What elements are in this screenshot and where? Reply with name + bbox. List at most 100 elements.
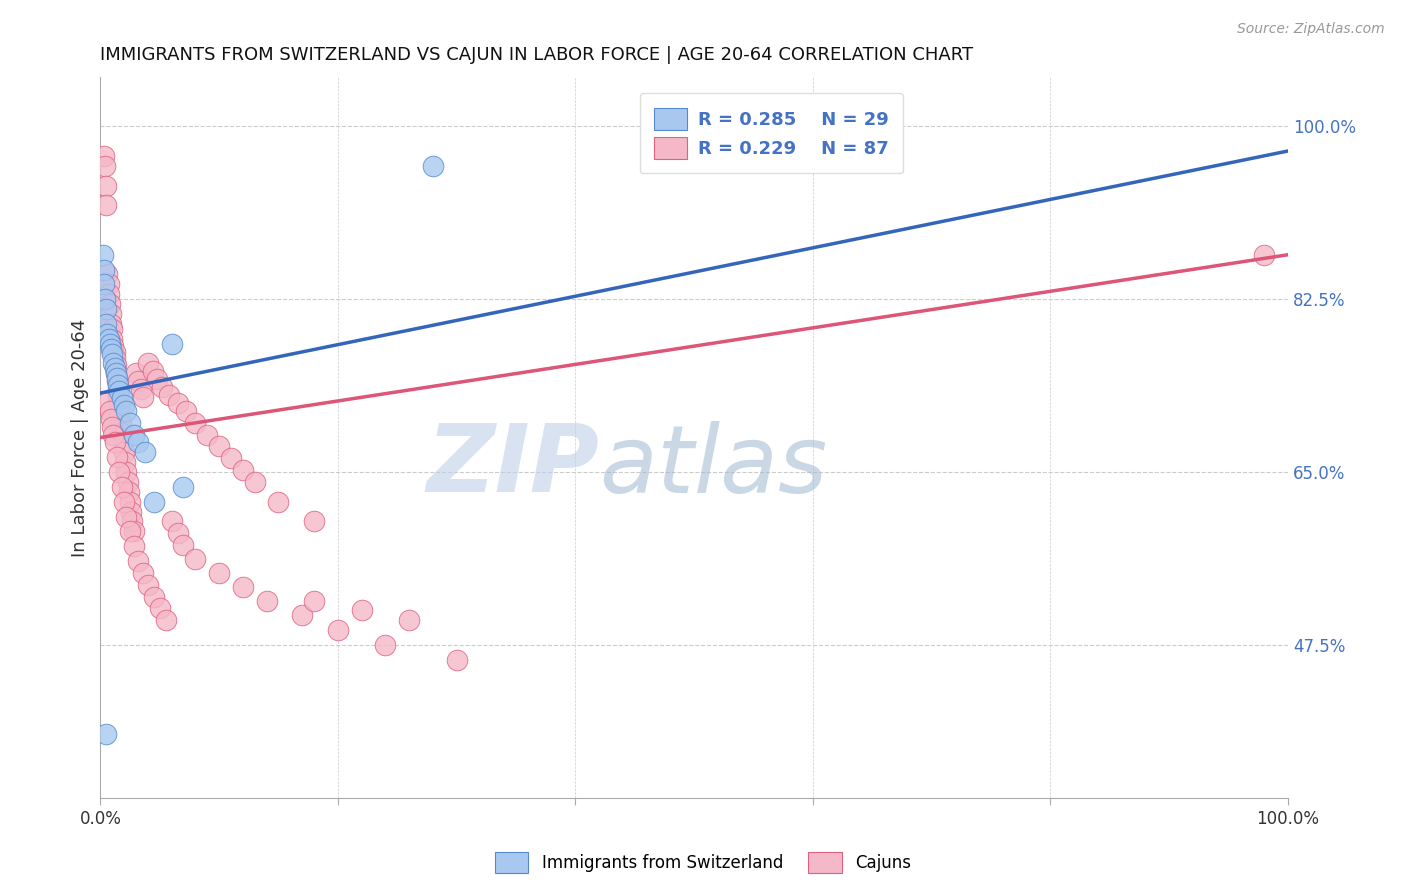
Point: [146, 372, 169, 386]
Point: [97, 287, 120, 301]
Point: [118, 524, 141, 539]
Point: [97, 332, 120, 346]
Point: [125, 366, 148, 380]
Point: [136, 356, 159, 370]
Point: [122, 427, 145, 442]
Text: IMMIGRANTS FROM SWITZERLAND VS CAJUN IN LABOR FORCE | AGE 20-64 CORRELATION CHAR: IMMIGRANTS FROM SWITZERLAND VS CAJUN IN …: [100, 46, 973, 64]
Point: [232, 463, 254, 477]
Point: [94, 292, 117, 306]
Point: [195, 427, 218, 442]
Point: [93, 262, 115, 277]
Y-axis label: In Labor Force | Age 20-64: In Labor Force | Age 20-64: [72, 318, 89, 557]
Legend: R = 0.285    N = 29, R = 0.229    N = 87: R = 0.285 N = 29, R = 0.229 N = 87: [640, 93, 903, 173]
Point: [94, 159, 117, 173]
Point: [142, 590, 165, 604]
Point: [136, 578, 159, 592]
Point: [105, 374, 128, 388]
Point: [398, 613, 420, 627]
Point: [142, 364, 165, 378]
Text: atlas: atlas: [599, 421, 827, 512]
Point: [374, 638, 396, 652]
Point: [96, 317, 118, 331]
Point: [243, 475, 266, 489]
Point: [142, 494, 165, 508]
Point: [208, 439, 231, 453]
Point: [107, 378, 129, 392]
Point: [96, 268, 118, 282]
Point: [96, 178, 118, 193]
Point: [111, 435, 134, 450]
Point: [326, 623, 349, 637]
Point: [100, 307, 122, 321]
Point: [108, 406, 131, 420]
Point: [184, 552, 207, 566]
Point: [96, 396, 118, 410]
Point: [173, 480, 195, 494]
Point: [160, 515, 183, 529]
Point: [155, 613, 177, 627]
Point: [166, 526, 188, 541]
Point: [100, 342, 122, 356]
Point: [120, 505, 142, 519]
Point: [114, 455, 136, 469]
Point: [160, 336, 183, 351]
Point: [104, 359, 127, 373]
Point: [208, 566, 231, 580]
Point: [256, 593, 278, 607]
Point: [118, 416, 141, 430]
Point: [184, 416, 207, 430]
Point: [1253, 248, 1275, 262]
Point: [108, 398, 131, 412]
Point: [100, 411, 122, 425]
Point: [103, 427, 125, 442]
Point: [115, 465, 138, 479]
Point: [101, 332, 124, 346]
Point: [93, 277, 115, 292]
Point: [111, 480, 134, 494]
Point: [104, 435, 127, 450]
Point: [98, 336, 121, 351]
Point: [134, 445, 156, 459]
Point: [115, 509, 138, 524]
Point: [104, 361, 127, 376]
Point: [173, 538, 195, 552]
Point: [107, 390, 129, 404]
Point: [118, 494, 141, 508]
Point: [108, 384, 131, 398]
Point: [149, 601, 172, 615]
Point: [112, 445, 135, 459]
Point: [132, 566, 155, 580]
Point: [112, 398, 135, 412]
Point: [302, 515, 325, 529]
Point: [111, 425, 134, 440]
Point: [97, 277, 120, 292]
Point: [107, 382, 129, 396]
Point: [111, 391, 134, 405]
Point: [101, 322, 124, 336]
Point: [232, 580, 254, 594]
Point: [115, 404, 138, 418]
Point: [157, 388, 180, 402]
Point: [219, 451, 242, 466]
Point: [422, 159, 444, 173]
Point: [110, 416, 132, 430]
Point: [166, 396, 188, 410]
Point: [112, 494, 135, 508]
Point: [93, 149, 115, 163]
Point: [302, 593, 325, 607]
Point: [104, 366, 127, 380]
Legend: Immigrants from Switzerland, Cajuns: Immigrants from Switzerland, Cajuns: [488, 846, 918, 880]
Point: [350, 603, 373, 617]
Point: [103, 338, 125, 352]
Point: [96, 727, 118, 741]
Point: [150, 380, 173, 394]
Point: [100, 317, 122, 331]
Point: [103, 356, 125, 370]
Point: [174, 404, 197, 418]
Point: [91, 248, 114, 262]
Point: [105, 371, 128, 385]
Point: [101, 419, 124, 434]
Point: [127, 435, 149, 450]
Point: [127, 554, 149, 568]
Point: [117, 475, 139, 489]
